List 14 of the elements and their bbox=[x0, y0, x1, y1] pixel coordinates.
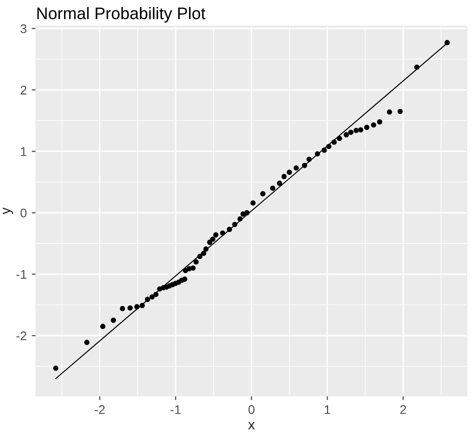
y-tick-label: 2 bbox=[20, 86, 26, 94]
x-tick-label: 0 bbox=[248, 405, 254, 414]
x-axis-title: x bbox=[248, 422, 255, 430]
y-tick-label: 1 bbox=[21, 147, 26, 156]
y-tick-label: -1 bbox=[16, 270, 26, 279]
y-tick-label: 0 bbox=[20, 208, 27, 218]
x-tick-label: -1 bbox=[170, 405, 181, 414]
y-tick-label: 3 bbox=[20, 24, 26, 34]
x-tick-label: 2 bbox=[400, 405, 406, 414]
y-tick-label: -2 bbox=[16, 331, 26, 340]
chart-title: Normal Probability Plot bbox=[37, 7, 206, 23]
x-tick-label: 1 bbox=[324, 405, 330, 414]
x-tick-label: -2 bbox=[94, 405, 105, 414]
y-axis-title: y bbox=[2, 207, 14, 214]
